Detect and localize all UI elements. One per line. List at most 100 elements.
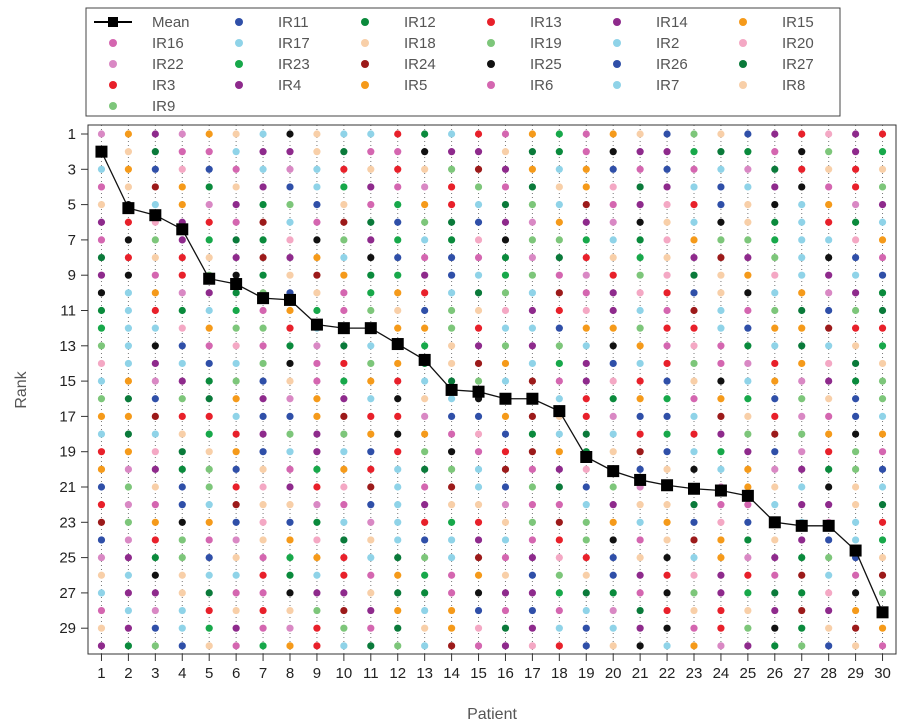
rank-point xyxy=(124,236,132,244)
rank-point xyxy=(205,183,213,191)
rank-point xyxy=(232,642,240,650)
legend-marker xyxy=(361,81,369,89)
rank-point xyxy=(744,236,752,244)
rank-point xyxy=(528,412,537,420)
rank-point xyxy=(340,571,348,579)
rank-point xyxy=(555,148,563,156)
rank-point xyxy=(501,148,510,156)
rank-point xyxy=(97,518,106,526)
rank-point xyxy=(151,501,159,509)
rank-point xyxy=(394,624,402,632)
mean-marker xyxy=(580,450,593,463)
legend-marker xyxy=(235,18,243,26)
y-tick-label: 3 xyxy=(68,161,76,178)
rank-point xyxy=(878,289,887,297)
rank-point xyxy=(798,271,806,279)
rank-point xyxy=(232,465,240,473)
rank-point xyxy=(501,589,510,597)
rank-point xyxy=(852,253,860,262)
rank-point xyxy=(528,359,537,368)
rank-point xyxy=(636,624,644,632)
rank-point xyxy=(744,430,752,438)
rank-point xyxy=(582,642,590,650)
rank-point xyxy=(555,253,563,262)
rank-point xyxy=(448,201,456,209)
rank-point xyxy=(528,518,537,526)
rank-point xyxy=(286,342,294,350)
rank-point xyxy=(690,571,698,579)
rank-point xyxy=(232,589,240,597)
rank-point xyxy=(205,201,213,209)
rank-point xyxy=(232,359,240,368)
rank-point xyxy=(151,201,159,209)
rank-point xyxy=(367,377,375,385)
rank-point xyxy=(798,236,806,244)
legend-marker xyxy=(739,60,747,68)
y-tick-label: 13 xyxy=(59,338,76,355)
rank-point xyxy=(340,148,348,156)
rank-point xyxy=(852,430,860,438)
rank-point xyxy=(178,236,186,244)
legend-marker xyxy=(487,81,495,89)
rank-point xyxy=(501,359,510,368)
legend-label: IR22 xyxy=(152,56,184,73)
rank-point xyxy=(878,342,887,350)
rank-point xyxy=(178,377,186,385)
rank-point xyxy=(421,395,429,403)
rank-point xyxy=(394,518,402,526)
rank-point xyxy=(448,589,456,597)
rank-point xyxy=(744,201,752,209)
rank-point xyxy=(178,324,186,332)
rank-point xyxy=(313,642,321,650)
mean-marker xyxy=(822,519,835,532)
rank-point xyxy=(798,483,806,491)
rank-point xyxy=(97,554,106,562)
rank-point xyxy=(717,518,725,526)
rank-point xyxy=(501,536,510,544)
rank-point xyxy=(609,606,617,615)
rank-point xyxy=(286,324,294,332)
rank-point xyxy=(690,395,698,403)
legend-marker xyxy=(613,81,621,89)
rank-point xyxy=(798,306,806,315)
rank-point xyxy=(825,130,833,138)
rank-point xyxy=(636,377,644,385)
rank-point xyxy=(421,165,429,173)
rank-point xyxy=(421,324,429,332)
rank-point xyxy=(474,271,483,279)
rank-point xyxy=(151,536,159,544)
rank-point xyxy=(340,483,348,491)
rank-point xyxy=(367,218,375,226)
y-tick-label: 7 xyxy=(68,232,76,249)
rank-point xyxy=(663,271,671,279)
rank-point xyxy=(717,465,725,473)
mean-marker xyxy=(741,489,754,502)
rank-point xyxy=(528,236,537,244)
rank-point xyxy=(394,501,402,509)
rank-point xyxy=(313,483,321,491)
rank-point xyxy=(825,571,833,579)
rank-point xyxy=(394,448,402,456)
rank-point xyxy=(232,412,240,420)
rank-point xyxy=(259,130,267,138)
rank-point xyxy=(259,536,267,544)
rank-point xyxy=(367,236,375,244)
rank-point xyxy=(178,518,186,526)
rank-point xyxy=(340,430,348,438)
rank-point xyxy=(151,589,159,597)
rank-point xyxy=(394,359,402,368)
rank-point xyxy=(178,306,186,315)
rank-point xyxy=(636,359,644,368)
rank-point xyxy=(636,342,644,350)
x-tick-label: 6 xyxy=(232,665,240,682)
rank-point xyxy=(474,377,483,385)
y-axis-title: Rank xyxy=(13,370,30,408)
rank-point xyxy=(798,148,806,156)
rank-point xyxy=(286,518,294,526)
rank-point xyxy=(448,359,456,368)
rank-point xyxy=(771,271,779,279)
rank-point xyxy=(205,236,213,244)
rank-point xyxy=(609,412,617,420)
rank-point xyxy=(690,342,698,350)
rank-point xyxy=(501,306,510,315)
